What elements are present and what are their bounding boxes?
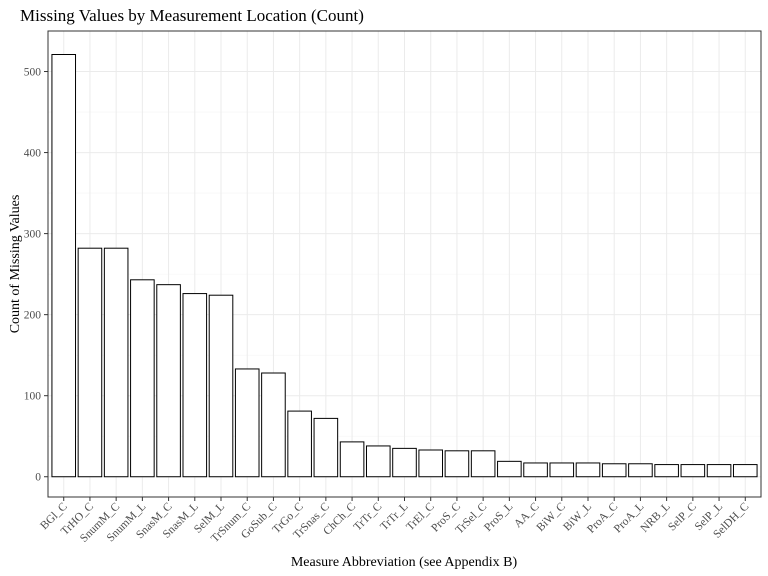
bar-BiW_L xyxy=(575,462,601,478)
x-tick-label: TrTr_C xyxy=(352,500,385,533)
bar-SnasM_L xyxy=(182,293,208,478)
y-tick-label: 0 xyxy=(35,472,41,484)
x-tick-label: SelP_C xyxy=(666,500,699,533)
bar-SelM_L xyxy=(208,294,234,478)
y-tick-label: 200 xyxy=(24,310,42,322)
bar-SnumM_L xyxy=(130,279,155,478)
grid xyxy=(48,31,761,497)
x-axis: BGl_CTrHO_CSnumM_CSnumM_LSnasM_CSnasM_LS… xyxy=(38,497,752,545)
bar-AA_C xyxy=(523,462,548,478)
y-tick-label: 300 xyxy=(24,229,42,241)
bar-TrHO_C xyxy=(77,247,103,478)
bar-TrSel_C xyxy=(470,450,496,478)
bar-ProS_C xyxy=(444,450,470,478)
y-axis-title: Count of Missing Values xyxy=(8,195,23,334)
bars xyxy=(51,54,758,478)
bar-TrTr_L xyxy=(392,447,417,478)
x-tick-label: ProS_L xyxy=(482,501,515,534)
bar-TrEl_C xyxy=(418,449,444,478)
bar-TrSnum_C xyxy=(234,368,260,478)
bar-GoSub_C xyxy=(261,372,286,478)
x-tick-label: TrTr_L xyxy=(378,501,410,533)
x-tick-label: NRB_L xyxy=(639,501,673,535)
bar-ChCh_C xyxy=(339,441,365,478)
bar-NRB_L xyxy=(654,464,679,478)
bar-ProA_C xyxy=(601,463,627,478)
bar-TrTr_C xyxy=(365,445,391,478)
bar-TrGo_C xyxy=(287,410,312,478)
y-tick-label: 100 xyxy=(24,391,42,403)
bar-SelP_C xyxy=(680,464,706,478)
bar-ProA_L xyxy=(628,463,653,478)
x-tick-label: BiW_C xyxy=(535,500,569,534)
x-axis-title: Measure Abbreviation (see Appendix B) xyxy=(291,555,518,570)
bar-BGl_C xyxy=(51,54,77,478)
bar-BiW_C xyxy=(549,462,575,478)
chart-title: Missing Values by Measurement Location (… xyxy=(20,6,364,25)
y-tick-label: 400 xyxy=(24,148,42,160)
bar-SnasM_C xyxy=(156,284,181,478)
bar-ProS_L xyxy=(497,460,522,478)
y-axis: 0 100 200 300 400 500 xyxy=(24,67,48,484)
bar-SelP_L xyxy=(706,464,732,478)
bar-TrSnas_C xyxy=(313,417,339,478)
bar-SelDH_C xyxy=(732,464,758,478)
y-tick-label: 500 xyxy=(24,67,42,79)
bar-SnumM_C xyxy=(103,247,129,478)
